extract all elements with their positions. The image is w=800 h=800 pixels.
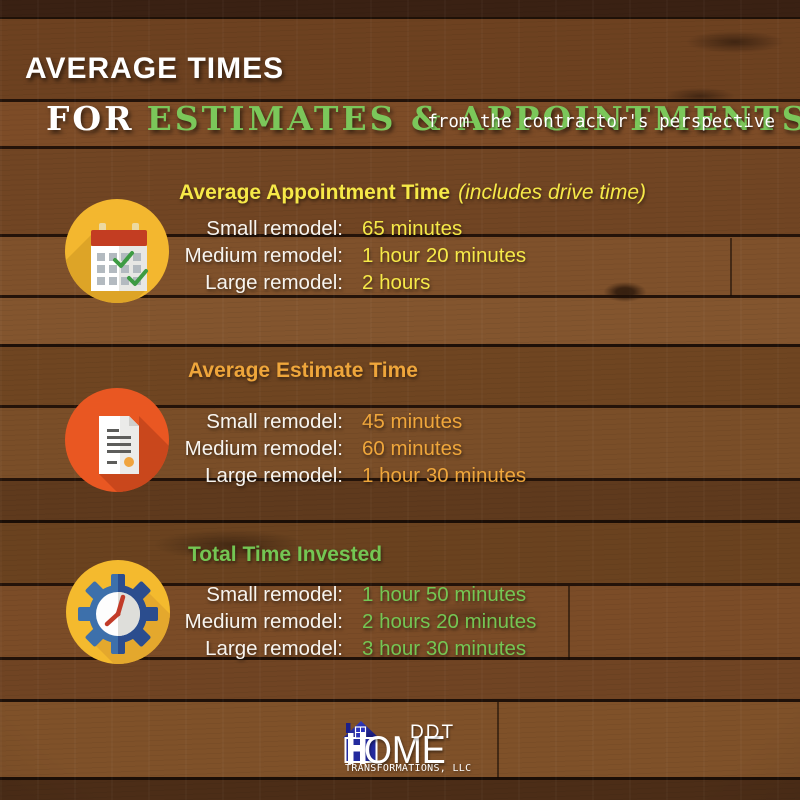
section-heading-text: Average Appointment Time — [179, 181, 451, 204]
section-heading-text: Average Estimate Time — [188, 359, 418, 382]
row-value: 1 hour 50 minutes — [362, 583, 527, 606]
row-value: 3 hour 30 minutes — [362, 637, 527, 660]
sub-title: FOR ESTIMATES & APPOINTMENTS — [46, 101, 800, 137]
logo-word-home: OME — [364, 729, 446, 772]
subtitle-prefix: FOR — [46, 99, 135, 139]
calendar-icon — [65, 199, 169, 303]
gear-clock-icon — [66, 560, 170, 664]
row-value: 2 hours — [362, 271, 431, 294]
row-label: Large remodel: — [205, 464, 343, 487]
wood-seam — [730, 238, 732, 296]
wood-seam — [497, 702, 499, 778]
row-label: Medium remodel: — [184, 437, 343, 460]
house-icon — [343, 721, 379, 764]
row-value: 65 minutes — [362, 217, 463, 240]
subtitle-main: ESTIMATES & APPOINTMENTS — [146, 99, 800, 139]
section-heading: Average Estimate Time — [188, 359, 418, 383]
main-title: AVERAGE TIMES — [25, 52, 285, 86]
section-heading-text: Total Time Invested — [188, 543, 383, 566]
row-label: Medium remodel: — [184, 244, 343, 267]
row-value: 60 minutes — [362, 437, 463, 460]
row-label: Small remodel: — [206, 410, 343, 433]
section-heading: Total Time Invested — [188, 543, 382, 567]
row-value: 1 hour 30 minutes — [362, 464, 527, 487]
section-heading-note: (includes drive time) — [458, 181, 647, 204]
section-heading: Average Appointment Time (includes drive … — [179, 181, 646, 205]
row-value: 1 hour 20 minutes — [362, 244, 527, 267]
tagline: from the contractor's perspective — [427, 112, 775, 132]
logo-subtitle: TRANSFORMATIONS, LLC — [345, 763, 472, 774]
row-label: Large remodel: — [205, 271, 343, 294]
row-label: Large remodel: — [205, 637, 343, 660]
section-rows: Small remodel: 65 minutes Medium remodel:… — [0, 215, 640, 296]
row-label: Small remodel: — [206, 217, 343, 240]
document-icon — [65, 388, 169, 492]
company-logo: OME DDT TRANSFORMATIONS, LLC — [330, 705, 500, 787]
section-rows: Small remodel: 1 hour 50 minutes Medium r… — [0, 581, 640, 662]
row-value: 45 minutes — [362, 410, 463, 433]
wood-seam — [568, 586, 570, 660]
row-label: Medium remodel: — [184, 610, 343, 633]
row-value: 2 hours 20 minutes — [362, 610, 537, 633]
row-label: Small remodel: — [206, 583, 343, 606]
logo-letter-h — [348, 733, 366, 764]
logo-abbr: DDT — [410, 722, 456, 743]
section-rows: Small remodel: 45 minutes Medium remodel:… — [0, 408, 640, 489]
